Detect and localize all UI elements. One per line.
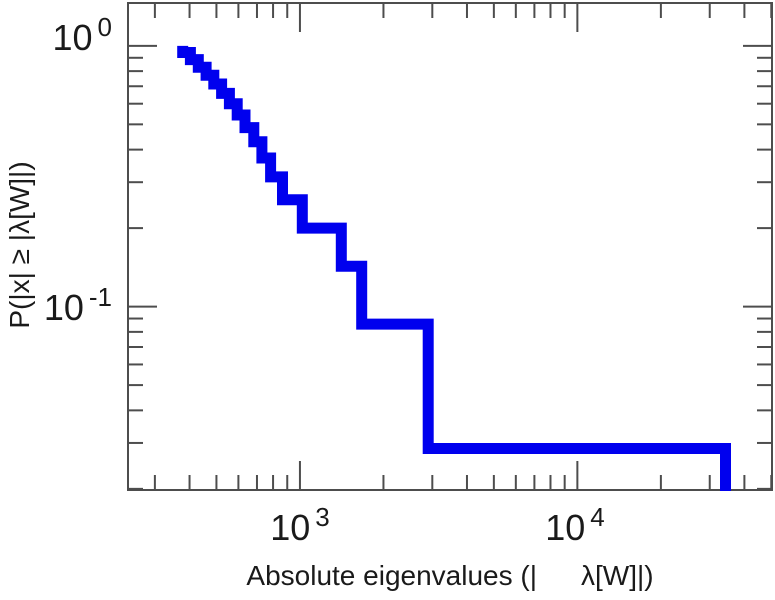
y-tick-label-1e0: 10 0 <box>52 14 112 58</box>
x-tick-label-1e4-base: 10 <box>545 507 586 548</box>
y-axis-label: P(|x| ≥ |λ[W]|) <box>3 161 35 329</box>
y-tick-label-1e0-exponent: 0 <box>97 12 112 42</box>
ccdf-step-curve <box>177 45 731 491</box>
x-tick-label-1e4-exponent: 4 <box>590 502 605 532</box>
x-tick-label-1e3: 10 3 <box>270 504 330 548</box>
y-tick-label-1e0-base: 10 <box>52 17 93 58</box>
y-tick-label-1e-1-base: 10 <box>43 287 84 328</box>
x-axis-label: Absolute eigenvalues (| λ[W]|) <box>246 560 653 592</box>
x-tick-label-1e3-exponent: 3 <box>315 502 330 532</box>
y-tick-label-1e-1: 10 -1 <box>43 284 112 328</box>
plot-frame <box>127 2 773 491</box>
y-tick-label-1e-1-exponent: -1 <box>88 282 112 312</box>
x-axis-label-suffix: λ[W]|) <box>580 560 654 591</box>
x-tick-label-1e3-base: 10 <box>270 507 311 548</box>
x-axis-label-prefix: Absolute eigenvalues (| <box>246 560 537 591</box>
x-tick-label-1e4: 10 4 <box>545 504 605 548</box>
